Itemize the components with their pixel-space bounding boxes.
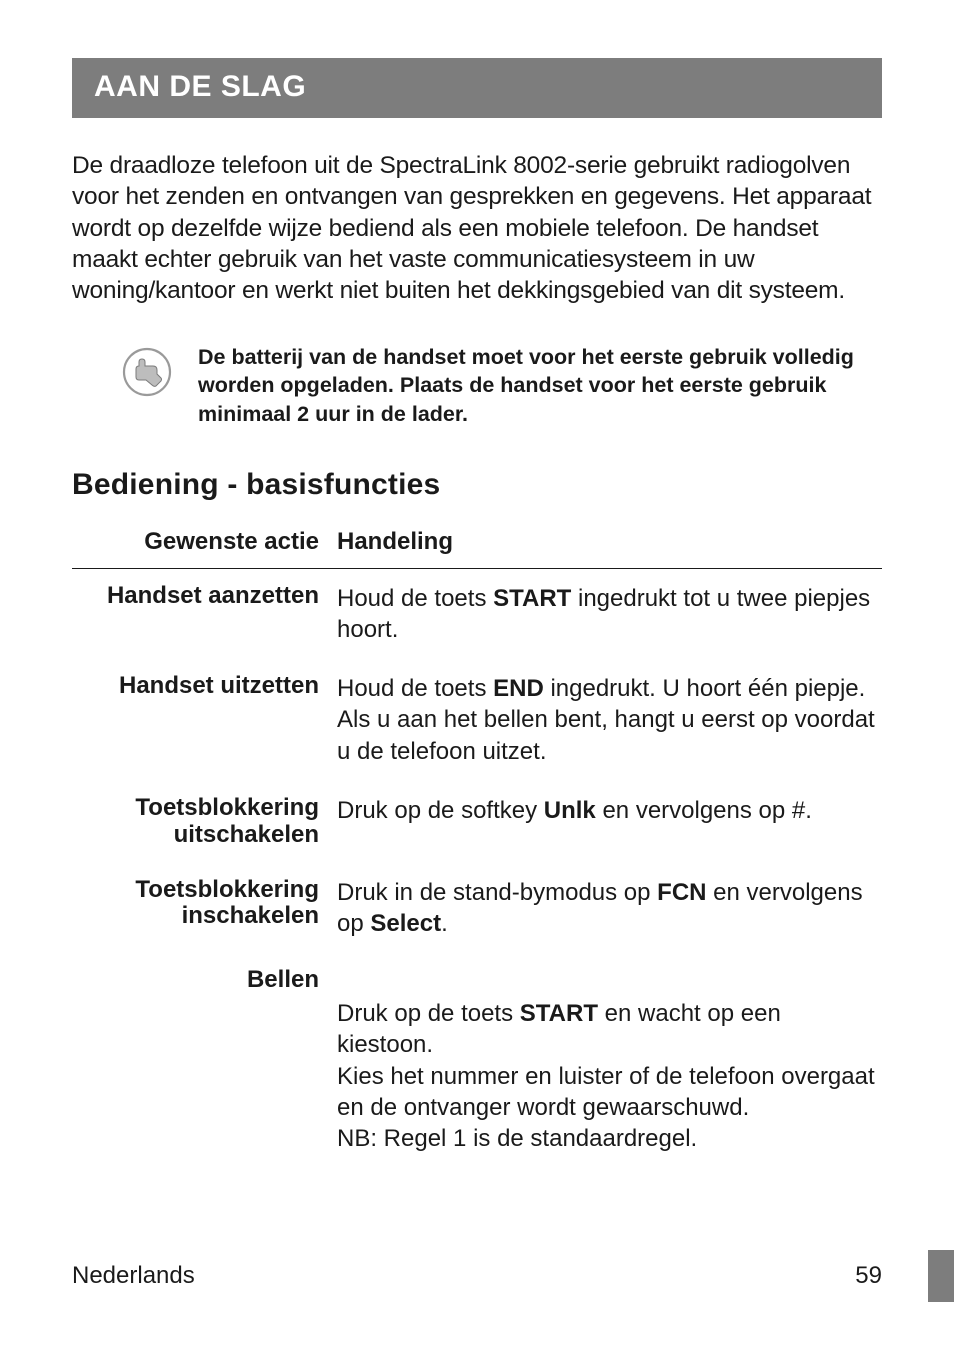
edge-tab	[928, 1250, 954, 1302]
section-header: AAN DE SLAG	[72, 58, 882, 118]
intro-paragraph: De draadloze telefoon uit de SpectraLink…	[72, 150, 882, 307]
table-row-label: Handset uitzetten	[72, 659, 337, 781]
table-row-label: Toetsblokkering uitschakelen	[72, 781, 337, 863]
subheading: Bediening - basisfuncties	[72, 468, 882, 502]
table-row-label: Toetsblokkering inschakelen	[72, 863, 337, 953]
table-row-value: Houd de toets START ingedrukt tot u twee…	[337, 568, 882, 659]
table-header-right: Handeling	[337, 528, 882, 569]
table-header-left: Gewenste actie	[72, 528, 337, 569]
table-row-value: Druk in de stand-bymodus op FCN en vervo…	[337, 863, 882, 953]
table-row-label: Handset aanzetten	[72, 568, 337, 659]
table-row-value: Druk op de softkey Unlk en vervolgens op…	[337, 781, 882, 863]
note-text: De batterij van de handset moet voor het…	[198, 343, 882, 428]
note-block: De batterij van de handset moet voor het…	[72, 343, 882, 428]
footer-page-number: 59	[855, 1262, 882, 1290]
footer-language: Nederlands	[72, 1262, 195, 1290]
table-row-value: Houd de toets END ingedrukt. U hoort één…	[337, 659, 882, 781]
page-footer: Nederlands 59	[72, 1262, 882, 1290]
table-row-value: Druk op de toets START en wacht op een k…	[337, 953, 882, 1168]
operations-table: Gewenste actie Handeling Handset aanzett…	[72, 528, 882, 1168]
table-row-label: Bellen	[72, 953, 337, 1168]
hand-point-icon	[122, 347, 172, 397]
